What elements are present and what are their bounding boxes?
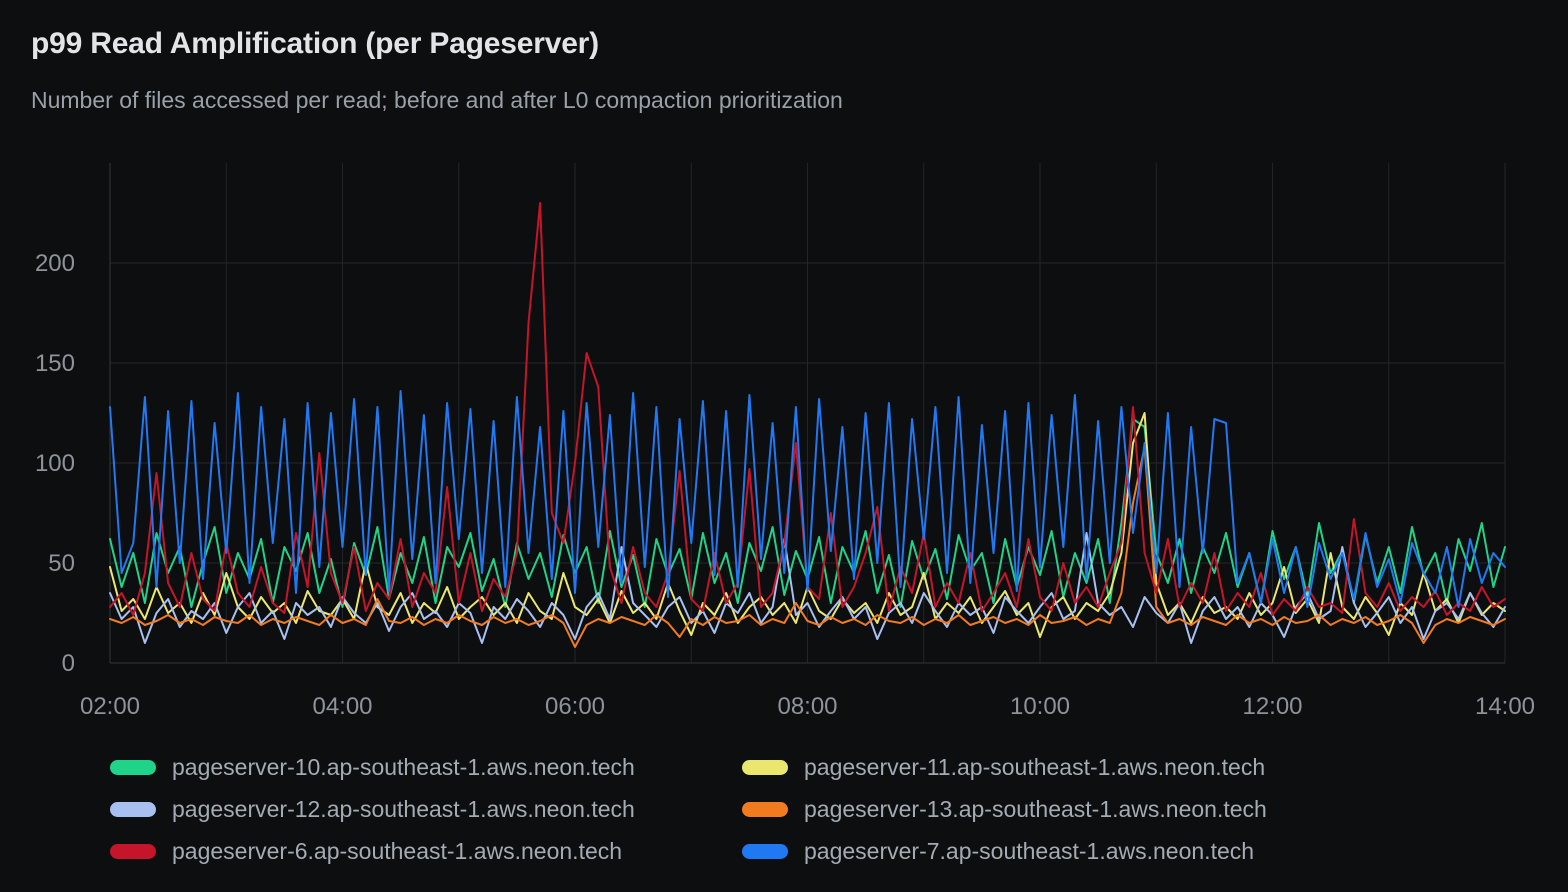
- legend-label: pageserver-12.ap-southeast-1.aws.neon.te…: [172, 796, 635, 822]
- y-tick-label: 100: [35, 450, 75, 477]
- x-tick-label: 04:00: [312, 693, 372, 720]
- x-tick-label: 02:00: [80, 693, 140, 720]
- legend-item-pageserver-12[interactable]: pageserver-12.ap-southeast-1.aws.neon.te…: [110, 795, 742, 824]
- series-color-swatch: [110, 802, 156, 817]
- series-color-swatch: [742, 760, 788, 775]
- panel-subtitle: Number of files accessed per read; befor…: [31, 87, 843, 113]
- series-color-swatch: [110, 760, 156, 775]
- legend-label: pageserver-10.ap-southeast-1.aws.neon.te…: [172, 754, 635, 780]
- y-tick-label: 50: [48, 550, 75, 577]
- legend-label: pageserver-7.ap-southeast-1.aws.neon.tec…: [804, 838, 1255, 864]
- y-tick-label: 150: [35, 350, 75, 377]
- x-tick-label: 12:00: [1242, 693, 1302, 720]
- legend-item-pageserver-6[interactable]: pageserver-6.ap-southeast-1.aws.neon.tec…: [110, 837, 742, 866]
- x-tick-label: 08:00: [777, 693, 837, 720]
- legend-label: pageserver-13.ap-southeast-1.aws.neon.te…: [804, 796, 1267, 822]
- series-color-swatch: [742, 802, 788, 817]
- series-color-swatch: [742, 844, 788, 859]
- legend-item-pageserver-7[interactable]: pageserver-7.ap-southeast-1.aws.neon.tec…: [742, 837, 1267, 866]
- x-tick-label: 06:00: [545, 693, 605, 720]
- legend-label: pageserver-11.ap-southeast-1.aws.neon.te…: [804, 754, 1266, 780]
- y-tick-label: 0: [62, 650, 75, 677]
- y-tick-label: 200: [35, 250, 75, 277]
- x-tick-label: 14:00: [1475, 693, 1535, 720]
- legend-item-pageserver-13[interactable]: pageserver-13.ap-southeast-1.aws.neon.te…: [742, 795, 1267, 824]
- legend: pageserver-10.ap-southeast-1.aws.neon.te…: [110, 753, 1267, 866]
- legend-label: pageserver-6.ap-southeast-1.aws.neon.tec…: [172, 838, 623, 864]
- x-tick-label: 10:00: [1010, 693, 1070, 720]
- panel-title: p99 Read Amplification (per Pageserver): [31, 27, 599, 60]
- series-line-pageserver-7[interactable]: [109, 390, 1506, 608]
- x-axis-labels: 02:00 04:00 06:00 08:00 10:00 12:00 14:00: [80, 693, 1535, 720]
- y-axis-labels: 0 50 100 150 200: [35, 250, 75, 677]
- legend-item-pageserver-10[interactable]: pageserver-10.ap-southeast-1.aws.neon.te…: [110, 753, 742, 782]
- legend-item-pageserver-11[interactable]: pageserver-11.ap-southeast-1.aws.neon.te…: [742, 753, 1267, 782]
- timeseries-chart[interactable]: 0 50 100 150 200 02:00 04:00 06:00 08:00 10:00 12:…: [0, 0, 1568, 745]
- series-color-swatch: [110, 844, 156, 859]
- series-line-pageserver-13[interactable]: [109, 446, 1506, 648]
